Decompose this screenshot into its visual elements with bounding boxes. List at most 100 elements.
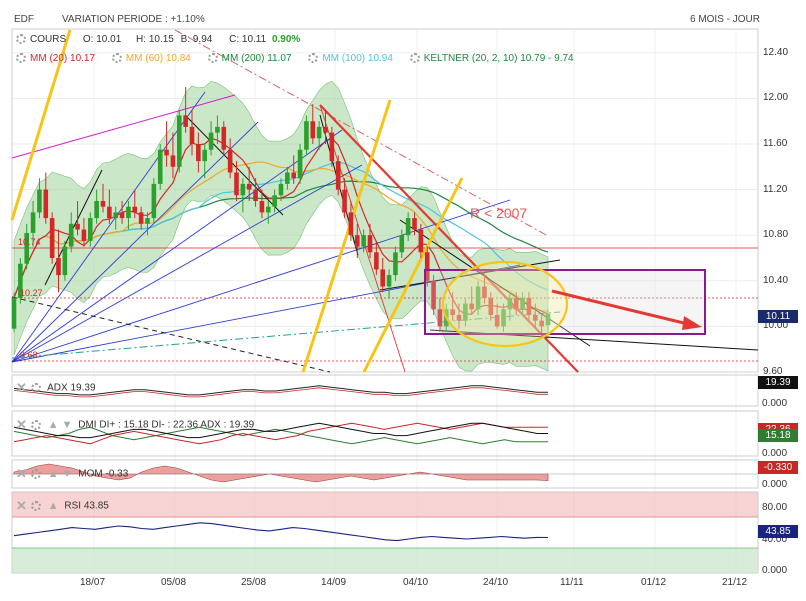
date-tick-label: 14/09 [321, 577, 347, 588]
candle-body [68, 223, 74, 247]
rsi-badge: 43.85 [758, 525, 798, 538]
gear-icon[interactable] [308, 53, 319, 64]
legend-row-2: MM (20) 10.17 MM (60) 10.84 MM (200) 11.… [16, 53, 574, 64]
gear-icon[interactable] [207, 53, 218, 64]
rsi-label: ✕ ▲ RSI 43.85 [16, 498, 109, 514]
consolidation-box [424, 269, 706, 335]
rsi-axis-40: 40.00 [762, 534, 788, 545]
candle-body [354, 235, 360, 247]
candle-body [291, 172, 297, 179]
price-tick-label: 10.00 [763, 320, 789, 332]
candle-body [138, 212, 144, 224]
candle-body [361, 235, 366, 247]
gear-icon[interactable] [30, 383, 41, 393]
dmi-axis-zero: 0.000 [762, 448, 788, 459]
gear-icon[interactable] [409, 53, 420, 64]
rsi-line [13, 522, 549, 542]
close-icon[interactable]: ✕ [16, 466, 27, 481]
candle-body [367, 235, 373, 253]
candle-body [11, 297, 17, 329]
candle-body [450, 309, 455, 315]
arrow-up-icon[interactable]: ▲ [47, 500, 59, 512]
price-tick-label: 12.00 [763, 92, 789, 104]
candle-body [113, 212, 119, 219]
teal-dashdot-line [11, 311, 561, 359]
price-tick-label: 11.20 [763, 183, 788, 195]
period-selector[interactable]: 6 MOIS - JOUR [689, 14, 760, 25]
price-tick-label: 11.60 [763, 138, 788, 149]
candle-body [342, 189, 347, 213]
arrow-down-icon[interactable]: ▼ [61, 419, 73, 431]
candle-body [418, 229, 424, 253]
candle-body [329, 132, 335, 162]
rsi-axis-0: 0.000 [762, 565, 788, 576]
candle-body [56, 258, 61, 276]
level-label-1074: 10.74 [18, 237, 41, 247]
legend-mm100-value: 10.94 [367, 53, 393, 64]
candle-body [272, 195, 277, 207]
candle-body [170, 155, 176, 167]
legend-keltner: KELTNER (20, 2, 10) [423, 53, 518, 64]
rsi-overbought-zone [12, 492, 758, 517]
rsi-value: 43.85 [83, 500, 109, 512]
mom-label: ✕ ▲ ▼ MOM -0.33 [16, 466, 128, 482]
candle-body [545, 313, 551, 326]
arrow-up-icon[interactable]: ▲ [47, 468, 59, 480]
candle-body [463, 303, 468, 321]
gear-icon[interactable] [111, 53, 122, 64]
candle-body [30, 212, 36, 233]
candle-body [469, 303, 475, 310]
candle-body [234, 172, 239, 196]
candle-body [126, 206, 131, 219]
candle-body [87, 218, 93, 241]
dmi-adx-line [13, 422, 548, 439]
candle-body [189, 126, 195, 144]
legend-row-1: COURS O: 10.01 H: 10.15 B: 9.94 C: 10.11… [16, 34, 300, 45]
candle-body [157, 149, 163, 184]
redpink-dashdot-line [174, 29, 549, 237]
candle-body [494, 315, 500, 327]
price-tick-label: 9.60 [763, 366, 783, 377]
gear-icon[interactable] [30, 469, 41, 479]
dmi-name: DMI [78, 419, 97, 431]
arrow-up-icon[interactable]: ▲ [47, 419, 59, 431]
candle-body [380, 269, 386, 287]
date-tick-label: 01/12 [641, 577, 667, 588]
gear-icon[interactable] [30, 501, 41, 511]
magenta-trendline [11, 94, 236, 159]
candle-body [183, 115, 188, 127]
adx-panel-frame [11, 374, 759, 407]
candle-body [437, 309, 443, 327]
candle-body [202, 149, 208, 162]
adx-badge: 19.39 [758, 376, 798, 389]
candle-body [393, 252, 398, 276]
di-minus-line [13, 422, 548, 445]
date-tick-label: 11/11 [560, 577, 584, 588]
date-tick-label: 05/08 [161, 577, 187, 588]
candle-body [151, 183, 157, 219]
candle-body [316, 126, 322, 139]
arrow-down-icon[interactable]: ▼ [61, 468, 73, 480]
gear-icon[interactable] [16, 53, 26, 64]
rsi-axis-80: 80.00 [762, 502, 788, 513]
r2007-annotation: R < 2007 [470, 205, 527, 221]
candle-body [18, 263, 23, 298]
gear-icon[interactable] [30, 420, 41, 430]
close-icon[interactable]: ✕ [16, 380, 27, 395]
adx-line [13, 385, 548, 396]
candle-body [100, 201, 106, 207]
gear-icon[interactable] [16, 34, 26, 45]
adx-axis-zero: 0.000 [762, 398, 788, 409]
candle-body [285, 172, 290, 184]
close-icon[interactable]: ✕ [16, 417, 27, 432]
candle-body [374, 252, 379, 270]
candle-body [399, 235, 405, 253]
chart-symbol: EDF [14, 14, 34, 25]
candle-body [246, 183, 252, 190]
close-icon[interactable]: ✕ [16, 498, 27, 513]
candle-body [310, 121, 316, 139]
candle-body [335, 161, 341, 190]
candle-body [532, 315, 538, 321]
candle-body [507, 297, 513, 310]
level-label-968: 9.68 [20, 350, 38, 360]
